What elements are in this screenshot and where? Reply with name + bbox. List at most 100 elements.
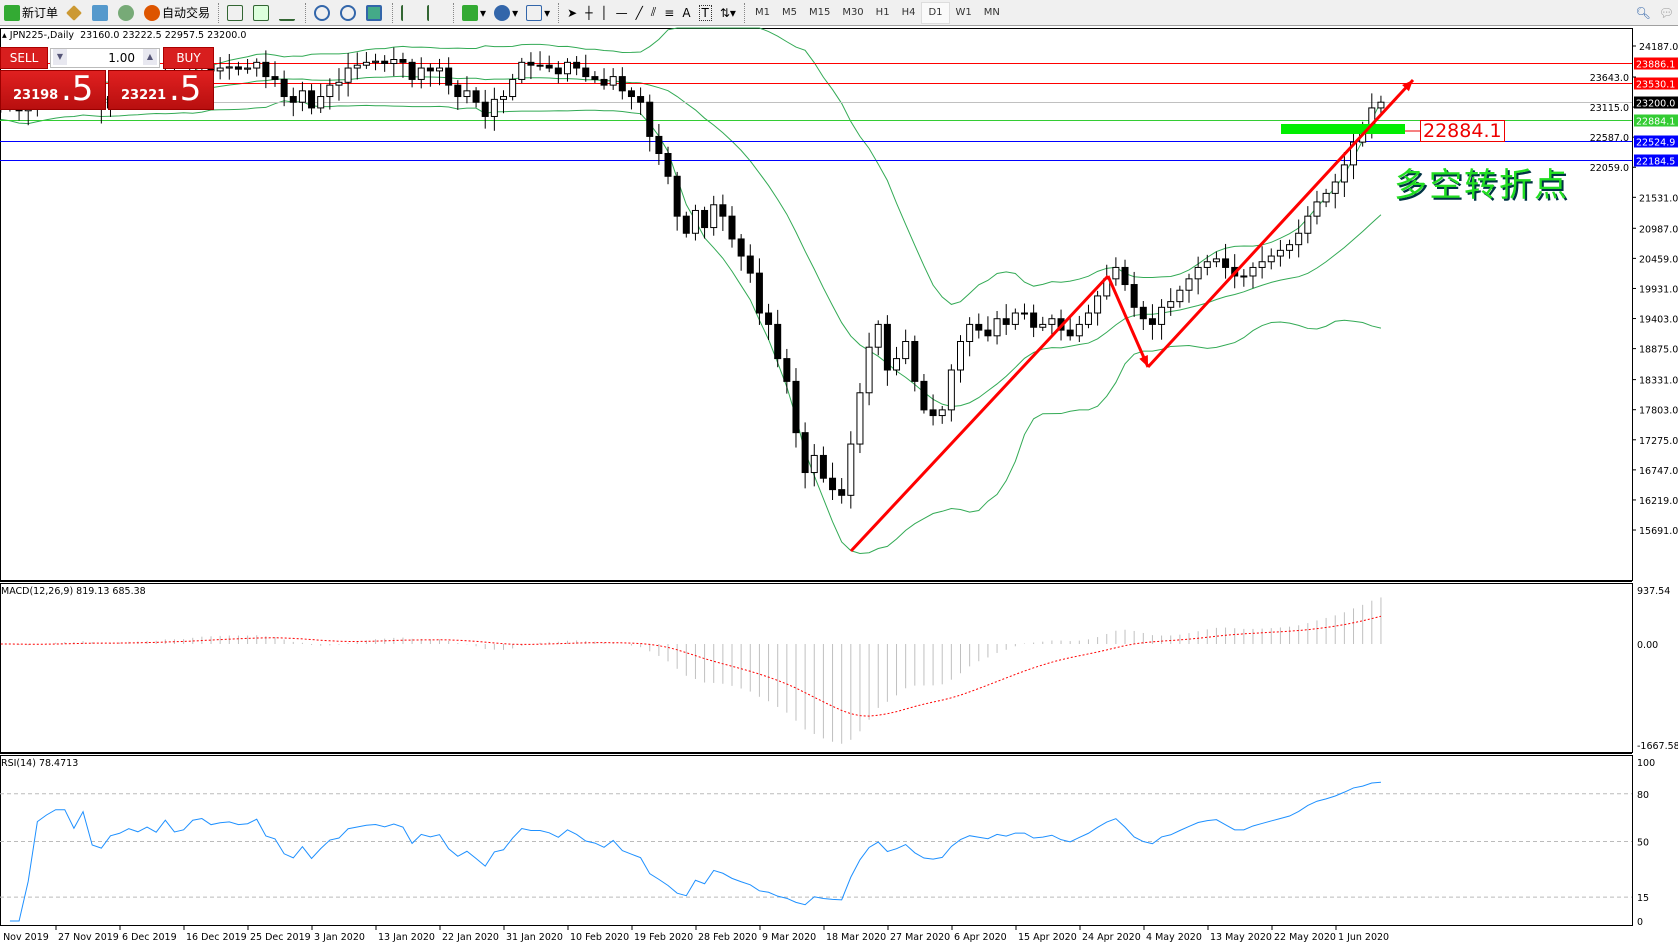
candle-body [893, 358, 901, 371]
date-label: 8 Nov 2019 [0, 932, 49, 943]
templates-button[interactable]: ▾ [522, 2, 554, 24]
trend-arrow [1146, 78, 1415, 369]
macd-axis-label: 0.00 [1637, 640, 1658, 651]
candle-body [911, 341, 919, 382]
candle-body [810, 454, 818, 474]
vertical-line-icon: │ [600, 5, 608, 20]
symbol: JPN225-,Daily [9, 30, 75, 41]
lots-input[interactable]: 1.00 [50, 48, 160, 68]
timeframe-m5[interactable]: M5 [781, 7, 797, 18]
timeframe-w1[interactable]: W1 [955, 7, 972, 18]
candle-body [1158, 306, 1166, 325]
lots-increase-button[interactable]: ▲ [143, 49, 157, 65]
candle-body [244, 67, 252, 70]
search-button[interactable]: 🔍︎ [1632, 2, 1655, 24]
candle-body [719, 204, 727, 217]
trendline-button[interactable]: ╱ [632, 2, 647, 24]
chat-button[interactable]: 💬︎ [1655, 2, 1678, 24]
horizontal-line-button[interactable]: — [612, 2, 632, 24]
vertical-line-button[interactable]: │ [596, 2, 611, 24]
rsi-axis-label: 80 [1637, 790, 1649, 801]
lots-decrease-button[interactable]: ▼ [53, 49, 67, 65]
candle-body [637, 96, 645, 103]
candle-body [463, 90, 471, 98]
crosshair-button[interactable]: ┼ [581, 2, 596, 24]
bollinger-upper [0, 27, 1382, 305]
main-chart-frame [0, 28, 1633, 581]
separator [453, 2, 455, 23]
candle-body [308, 90, 316, 109]
auto-trading-button[interactable]: 自动交易 [140, 2, 214, 24]
buy-price[interactable]: 23221.5 [108, 69, 214, 110]
price-tick-label: 20459.0 [1639, 254, 1678, 265]
candle-body [381, 60, 389, 64]
price-tick-label: 23643.0 [1590, 73, 1629, 84]
new-order-button[interactable]: 新订单 [0, 2, 62, 24]
timeframe-d1[interactable]: D1 [921, 1, 950, 24]
channel-button[interactable]: ⫽ [647, 2, 660, 24]
turning-point-note[interactable]: 多空转折点 [1394, 165, 1569, 204]
candle-body [1377, 101, 1385, 109]
candle-body [902, 341, 910, 360]
cursor-button[interactable]: ➤ [563, 2, 581, 24]
level-label[interactable]: 22884.1 [1420, 120, 1505, 142]
timeframe-m15[interactable]: M15 [808, 7, 831, 18]
candle-body [1258, 261, 1266, 268]
timeframe-h4[interactable]: H4 [901, 7, 916, 18]
bar-chart-button[interactable] [223, 2, 249, 24]
candle-body [1222, 258, 1230, 268]
candle-body [490, 98, 498, 117]
candle-body [1240, 275, 1248, 278]
candle-body [1350, 141, 1358, 166]
candle-body [445, 67, 453, 86]
fibonacci-button[interactable]: ≡ [660, 2, 678, 24]
zoom-in-button[interactable] [310, 2, 336, 24]
autoscroll-button[interactable] [397, 2, 423, 24]
text-label-button[interactable]: T [695, 2, 716, 24]
chart-window[interactable]: 24187.0 23643.0 23115.0 22587.0 22059.0 21531… [0, 27, 1678, 947]
buy-button[interactable]: BUY [163, 47, 214, 69]
timeframe-m30[interactable]: M30 [842, 7, 864, 18]
candle-chart-button[interactable] [249, 2, 275, 24]
arrows-button[interactable]: ⇅▾ [716, 2, 740, 24]
sell-price[interactable]: 23198.5 [0, 69, 106, 110]
candle-body [856, 392, 864, 445]
timeframe-h1[interactable]: H1 [875, 7, 890, 18]
line-chart-button[interactable] [275, 2, 301, 24]
chart-canvas[interactable]: 24187.0 23643.0 23115.0 22587.0 22059.0 21531… [0, 27, 1678, 947]
text-button[interactable]: A [678, 2, 694, 24]
timeframe-m1[interactable]: M1 [754, 7, 770, 18]
market-watch-button[interactable] [62, 2, 88, 24]
candle-body [783, 358, 791, 382]
candle-body [984, 329, 992, 337]
navigator-button[interactable] [88, 2, 114, 24]
arrows-icon: ⇅▾ [719, 5, 736, 20]
candle-body [536, 64, 544, 67]
fibonacci-icon: ≡ [664, 5, 675, 20]
candle-body [1276, 249, 1284, 257]
indicators-button[interactable]: ▾ [458, 2, 490, 24]
candle-body [801, 432, 809, 474]
macd-axis-label: -1667.58 [1637, 741, 1678, 752]
periods-button[interactable]: ▾ [490, 2, 522, 24]
arrowhead-icon [1402, 80, 1413, 92]
candle-body [1267, 255, 1275, 263]
candle-body [262, 61, 270, 78]
horizontal-line-icon: — [615, 5, 628, 20]
candle-body [1194, 266, 1202, 280]
price-level-badge [1634, 114, 1678, 127]
rsi-axis-label: 0 [1637, 917, 1643, 928]
tile-windows-button[interactable] [362, 2, 388, 24]
zoom-out-button[interactable] [336, 2, 362, 24]
chart-shift-icon [427, 4, 443, 21]
bar-chart-icon [227, 4, 244, 21]
candle-body [829, 477, 837, 491]
candle-body [1121, 266, 1129, 286]
chart-shift-button[interactable] [423, 2, 449, 24]
sell-button[interactable]: SELL [0, 47, 48, 69]
signals-button[interactable] [114, 2, 140, 24]
date-label: 6 Apr 2020 [954, 932, 1007, 943]
price-tick-label: 19931.0 [1639, 284, 1678, 295]
date-label: 15 Apr 2020 [1018, 932, 1077, 943]
timeframe-mn[interactable]: MN [983, 7, 1000, 18]
